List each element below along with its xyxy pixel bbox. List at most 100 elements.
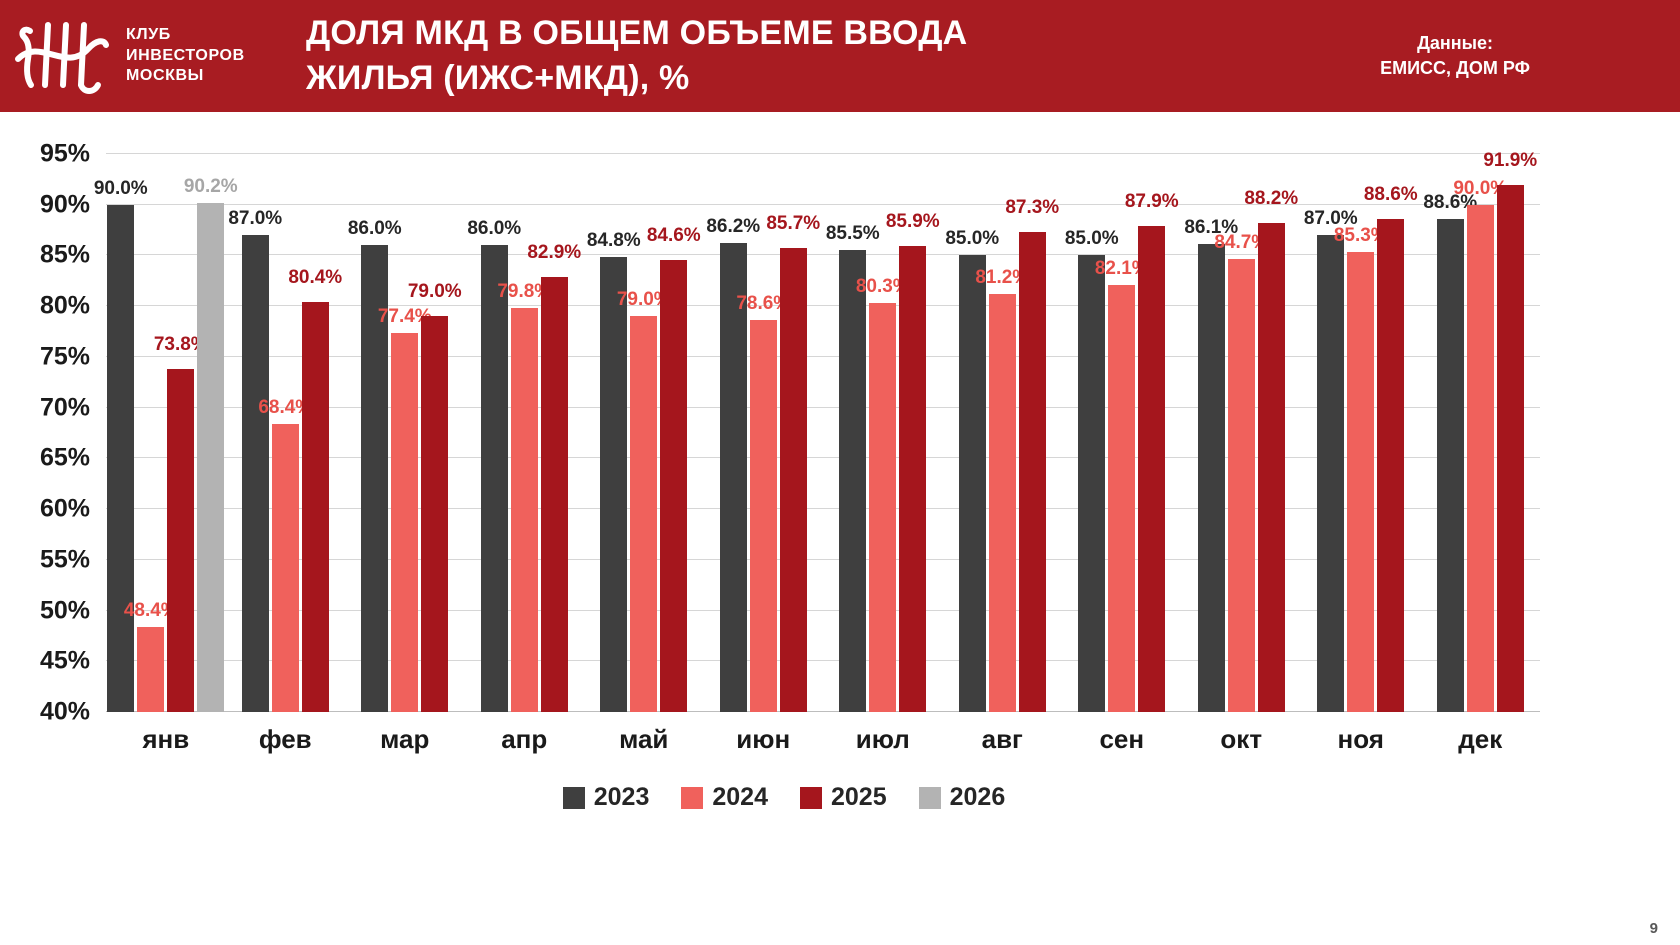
club-monogram-icon [15, 22, 109, 94]
header: КЛУБ ИНВЕСТОРОВ МОСКВЫ ДОЛЯ МКД В ОБЩЕМ … [0, 0, 1680, 112]
gridline [106, 609, 1540, 611]
bar-value-label: 88.2% [1244, 188, 1299, 209]
bar-2025-мар: 79.0% [408, 281, 462, 712]
bar-value-label: 84.7% [1214, 231, 1269, 253]
bar-group-май: 84.8% 79.0% 84.6% [584, 154, 704, 712]
gridline [106, 406, 1540, 408]
bar-2025-авг: 87.3% [1005, 197, 1059, 712]
x-tick-label-мар: мар [380, 724, 430, 754]
bar-value-label: 86.0% [467, 218, 522, 240]
bar-2025-июн: 85.7% [766, 213, 820, 712]
bar-2023-июл: 85.5% [826, 223, 880, 712]
x-tick-label-июн: июн [736, 724, 791, 754]
bar-2025-сен: 87.9% [1125, 191, 1179, 712]
data-source-line1: Данные: [1417, 32, 1494, 53]
bar-2024-июн: 78.6% [736, 293, 790, 712]
y-tick-label: 50% [39, 596, 90, 625]
bar-value-label: 85.5% [825, 223, 880, 245]
legend-item-2023: 2023 [562, 783, 650, 812]
x-tick-label-май: май [619, 724, 669, 754]
legend-swatch-2025 [800, 786, 822, 809]
y-tick-label: 60% [39, 494, 90, 523]
logo-text-line3: МОСКВЫ [126, 67, 204, 85]
bar-group-дек: 88.6% 90.0% 91.9% [1421, 150, 1541, 712]
bar-value-label: 80.3% [855, 276, 910, 298]
bar-value-label: 85.3% [1333, 225, 1388, 247]
bar-2026-янв: 90.2% [184, 176, 238, 712]
bar-value-label: 48.4% [123, 599, 178, 621]
logo-text-line2: ИНВЕСТОРОВ [126, 46, 245, 64]
gridline [106, 508, 1540, 510]
logo-text-line1: КЛУБ [126, 25, 171, 43]
legend-label-2024: 2024 [712, 783, 768, 811]
bar-value-label: 90.0% [1453, 177, 1508, 199]
bar-2025-апр: 82.9% [527, 242, 581, 712]
bar-group-ноя: 87.0% 85.3% 88.6% [1301, 154, 1421, 712]
plot-row: 40% 45% 50% 55% 60% 65% 70% 75% 80% 85% 90% 95% 90.… [28, 140, 1541, 726]
bar-value-label: 86.1% [1184, 217, 1239, 239]
y-tick-label: 55% [39, 545, 90, 574]
bar-2023-янв: 90.0% [94, 178, 148, 712]
bar-2024-ноя: 85.3% [1334, 225, 1388, 712]
bar-value-label: 79.8% [497, 281, 552, 303]
x-tick-label-апр: апр [501, 724, 548, 754]
data-source-line2: ЕМИСС, ДОМ РФ [1380, 58, 1530, 78]
bar-value-label: 86.0% [347, 218, 402, 240]
bar-value-label: 90.2% [183, 175, 238, 197]
legend-swatch-2026 [918, 786, 941, 809]
x-tick-label-янв: янв [142, 724, 190, 754]
bar-groups: 90.0% 48.4% 73.8% 90.2% 87.0% 68.4% 80.4% 86.0%… [94, 150, 1541, 712]
bar-2023-ноя: 87.0% [1304, 208, 1358, 712]
y-tick-label: 90% [39, 190, 90, 219]
legend-item-2026: 2026 [918, 783, 1006, 812]
bar-2023-апр: 86.0% [467, 218, 521, 712]
bar-value-label: 84.6% [646, 224, 701, 246]
bar-value-label: 87.0% [228, 208, 283, 230]
y-tick-label: 70% [39, 393, 90, 422]
gridline [106, 153, 1540, 154]
x-axis: янв фев мар апр май июн июл авг сен окт ноя дек [106, 724, 1540, 755]
legend-label-2026: 2026 [949, 783, 1006, 811]
bar-value-label: 90.0% [93, 177, 148, 199]
bar-2025-янв: 73.8% [154, 334, 208, 712]
x-tick-label-окт: окт [1220, 724, 1263, 754]
y-tick-label: 80% [39, 291, 90, 320]
bar-value-label: 68.4% [258, 396, 313, 418]
page-title-line1: ДОЛЯ МКД В ОБЩЕМ ОБЪЕМЕ ВВОДА [306, 14, 968, 53]
logo-text: КЛУБ ИНВЕСТОРОВ МОСКВЫ [126, 25, 245, 87]
page-title-line2: ЖИЛЬЯ (ИЖС+МКД), % [306, 59, 690, 97]
legend-label-2023: 2023 [593, 783, 650, 811]
bar-2024-май: 79.0% [617, 289, 671, 712]
gridline [106, 711, 1540, 712]
bar-2023-сен: 85.0% [1065, 228, 1119, 712]
bar-value-label: 88.6% [1423, 191, 1478, 213]
bar-2023-мар: 86.0% [348, 218, 402, 712]
legend-swatch-2024 [681, 786, 704, 809]
bar-2023-авг: 85.0% [945, 228, 999, 712]
legend: 2023 2024 2025 2026 [28, 783, 1540, 812]
club-logo: КЛУБ ИНВЕСТОРОВ МОСКВЫ [14, 13, 306, 99]
bar-2024-сен: 82.1% [1095, 258, 1149, 712]
bar-value-label: 86.2% [706, 216, 761, 238]
bar-value-label: 82.1% [1094, 257, 1149, 279]
bar-group-окт: 86.1% 84.7% 88.2% [1182, 154, 1302, 712]
legend-item-2025: 2025 [800, 783, 887, 812]
x-tick-label-фев: фев [258, 724, 312, 754]
bar-value-label: 87.9% [1124, 191, 1179, 213]
y-tick-label: 85% [39, 240, 90, 269]
y-tick-label: 95% [39, 139, 90, 168]
legend-item-2024: 2024 [681, 783, 768, 812]
gridline [106, 355, 1540, 357]
y-tick-label: 65% [39, 443, 90, 472]
bar-group-авг: 85.0% 81.2% 87.3% [943, 154, 1063, 712]
x-tick-label-ноя: ноя [1337, 724, 1384, 754]
gridline [106, 558, 1540, 560]
bar-2024-янв: 48.4% [124, 600, 178, 712]
y-tick-label: 40% [39, 697, 90, 726]
plot-area: 90.0% 48.4% 73.8% 90.2% 87.0% 68.4% 80.4% 86.0%… [94, 150, 1541, 712]
bar-2023-фев: 87.0% [228, 208, 282, 712]
bar-value-label: 80.4% [288, 267, 343, 289]
bar-2024-дек: 90.0% [1453, 178, 1507, 712]
gridline [106, 457, 1540, 459]
legend-swatch-2023 [562, 786, 585, 809]
